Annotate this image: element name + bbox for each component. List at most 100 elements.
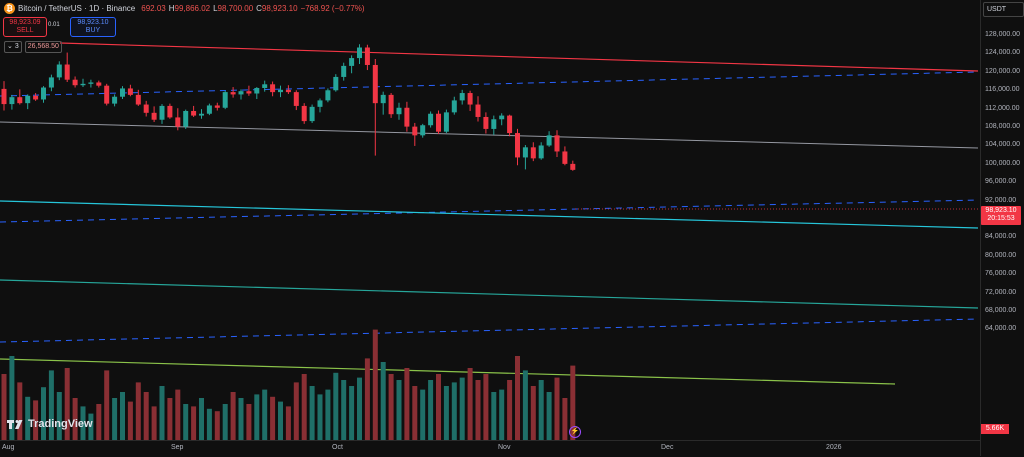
candle[interactable] [112,94,118,107]
candle[interactable] [25,94,31,110]
candle[interactable] [96,80,102,88]
candle[interactable] [254,87,260,100]
candle[interactable] [183,109,189,129]
indicator-toggle[interactable]: ⌄ 3 [4,41,22,53]
candle[interactable] [443,109,449,134]
candle[interactable] [459,89,465,105]
candle[interactable] [199,109,204,119]
sell-button[interactable]: 98,923.09 SELL [3,17,47,37]
time-axis[interactable]: Aug Sep Oct Nov Dec 2026 [0,440,980,457]
candle[interactable] [41,86,46,103]
candle[interactable] [388,93,394,118]
candle[interactable] [412,122,418,146]
candle[interactable] [325,88,331,103]
candle[interactable] [349,55,355,74]
candle[interactable] [546,131,552,147]
candle[interactable] [293,90,299,111]
candle[interactable] [1,81,7,111]
low-value: 98,700.00 [217,3,254,13]
candle[interactable] [467,90,473,111]
candle[interactable] [554,130,560,157]
candle[interactable] [9,94,15,110]
candle[interactable] [238,89,244,100]
candle[interactable] [230,87,236,98]
candle[interactable] [278,85,283,98]
candle[interactable] [562,146,568,166]
candle[interactable] [451,96,457,115]
volume-bar [238,398,244,440]
candle[interactable] [309,104,315,123]
candle[interactable] [48,74,54,92]
candle[interactable] [167,103,173,119]
blue-dashed-lower-line[interactable] [0,318,979,343]
candle[interactable] [135,89,141,106]
candle[interactable] [56,61,62,81]
candle[interactable] [191,105,197,117]
blue-dashed-upper-line[interactable] [0,71,979,97]
red-resistance-line[interactable] [59,42,979,72]
candle[interactable] [357,44,362,65]
candle[interactable] [88,79,94,88]
green-lower-line[interactable] [0,358,896,385]
candle[interactable] [262,80,268,92]
candle[interactable] [104,83,110,106]
tradingview-logo[interactable]: TradingView [7,418,93,430]
candle[interactable] [317,98,323,113]
candle[interactable] [17,89,23,105]
candle[interactable] [483,112,489,134]
volume-bar [325,389,331,440]
symbol-title[interactable]: Bitcoin / TetherUS · 1D · Binance [18,3,136,13]
indicator-legend[interactable]: ⌄ 3 26,568.50 [4,41,62,53]
candle[interactable] [404,101,410,132]
candle[interactable] [246,85,252,96]
candle[interactable] [214,102,220,111]
candle[interactable] [159,104,165,124]
candle[interactable] [499,113,505,126]
candle[interactable] [270,81,276,97]
teal-lower-line[interactable] [0,279,979,309]
volume-bar [499,389,505,440]
blue-dashed-mid-line[interactable] [0,199,979,223]
candle[interactable] [222,90,228,110]
candle[interactable] [420,123,426,138]
candle[interactable] [127,84,133,97]
buy-button[interactable]: 98,923.10 BUY [70,17,116,37]
candle[interactable] [301,103,307,124]
candle[interactable] [64,52,70,82]
currency-select[interactable]: USDT [983,2,1024,17]
candle[interactable] [80,78,86,88]
candle[interactable] [436,110,441,134]
candle[interactable] [143,100,149,117]
candle[interactable] [530,142,536,162]
lightning-icon[interactable]: ⚡ [569,426,581,438]
candle[interactable] [507,114,513,137]
candle[interactable] [491,115,497,135]
candle[interactable] [522,145,528,170]
candle[interactable] [341,62,347,81]
cyan-support-line[interactable] [0,200,979,229]
candle[interactable] [120,86,125,100]
candle[interactable] [175,108,181,131]
grey-mid-line[interactable] [0,121,979,149]
candle[interactable] [372,59,378,156]
candle[interactable] [396,102,402,120]
price-chart[interactable] [0,0,980,440]
candle[interactable] [33,93,39,101]
candle[interactable] [475,96,481,122]
price-axis[interactable]: 128,000.00 124,000.00 120,000.00 116,000.00… [980,0,1024,456]
candle[interactable] [428,111,434,128]
candle[interactable] [206,103,212,116]
candle[interactable] [380,91,386,115]
candle[interactable] [285,85,291,94]
candle[interactable] [515,128,520,166]
candle[interactable] [364,44,370,71]
candle[interactable] [333,74,339,92]
candle[interactable] [72,76,78,88]
candle[interactable] [151,106,157,123]
volume-bar [349,386,355,440]
volume-bar [104,370,110,440]
candle[interactable] [570,160,576,171]
volume-bar [135,382,141,440]
candle[interactable] [538,142,544,160]
spread-value: 0.01 [48,22,60,28]
